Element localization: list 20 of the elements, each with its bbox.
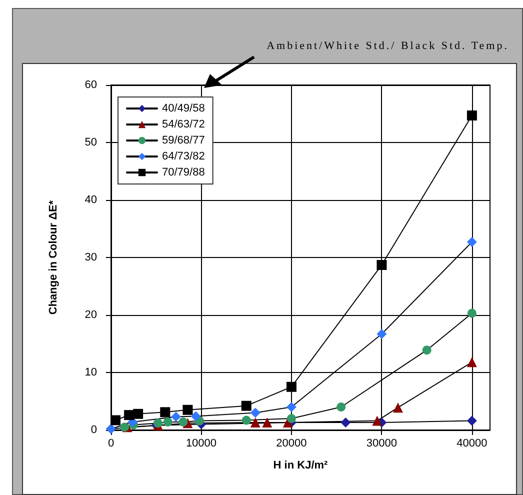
legend-label: 59/68/77 xyxy=(162,134,205,146)
y-tick-label: 0 xyxy=(90,424,97,436)
x-tick-label: 10000 xyxy=(186,438,217,450)
legend-label: 64/73/82 xyxy=(162,150,205,162)
y-tick-label: 60 xyxy=(84,79,97,91)
legend-label: 40/49/58 xyxy=(162,102,205,114)
y-tick-label: 10 xyxy=(84,366,97,378)
y-tick-label: 30 xyxy=(84,252,97,264)
x-tick-label: 30000 xyxy=(366,438,398,450)
x-tick-label: 40000 xyxy=(456,438,488,450)
y-tick-label: 50 xyxy=(84,136,97,148)
x-tick-label: 0 xyxy=(108,438,114,450)
chart-title: Ambient/White Std./ Black Std. Temp. xyxy=(266,40,509,52)
legend-label: 70/79/88 xyxy=(162,166,205,178)
x-tick-label: 20000 xyxy=(276,438,307,450)
legend-label: 54/63/72 xyxy=(162,118,205,130)
x-axis-title: H in KJ/m² xyxy=(273,460,328,472)
y-tick-label: 40 xyxy=(84,194,97,206)
y-tick-label: 20 xyxy=(84,309,97,321)
y-axis-title: Change in Colour ΔE* xyxy=(48,200,60,315)
